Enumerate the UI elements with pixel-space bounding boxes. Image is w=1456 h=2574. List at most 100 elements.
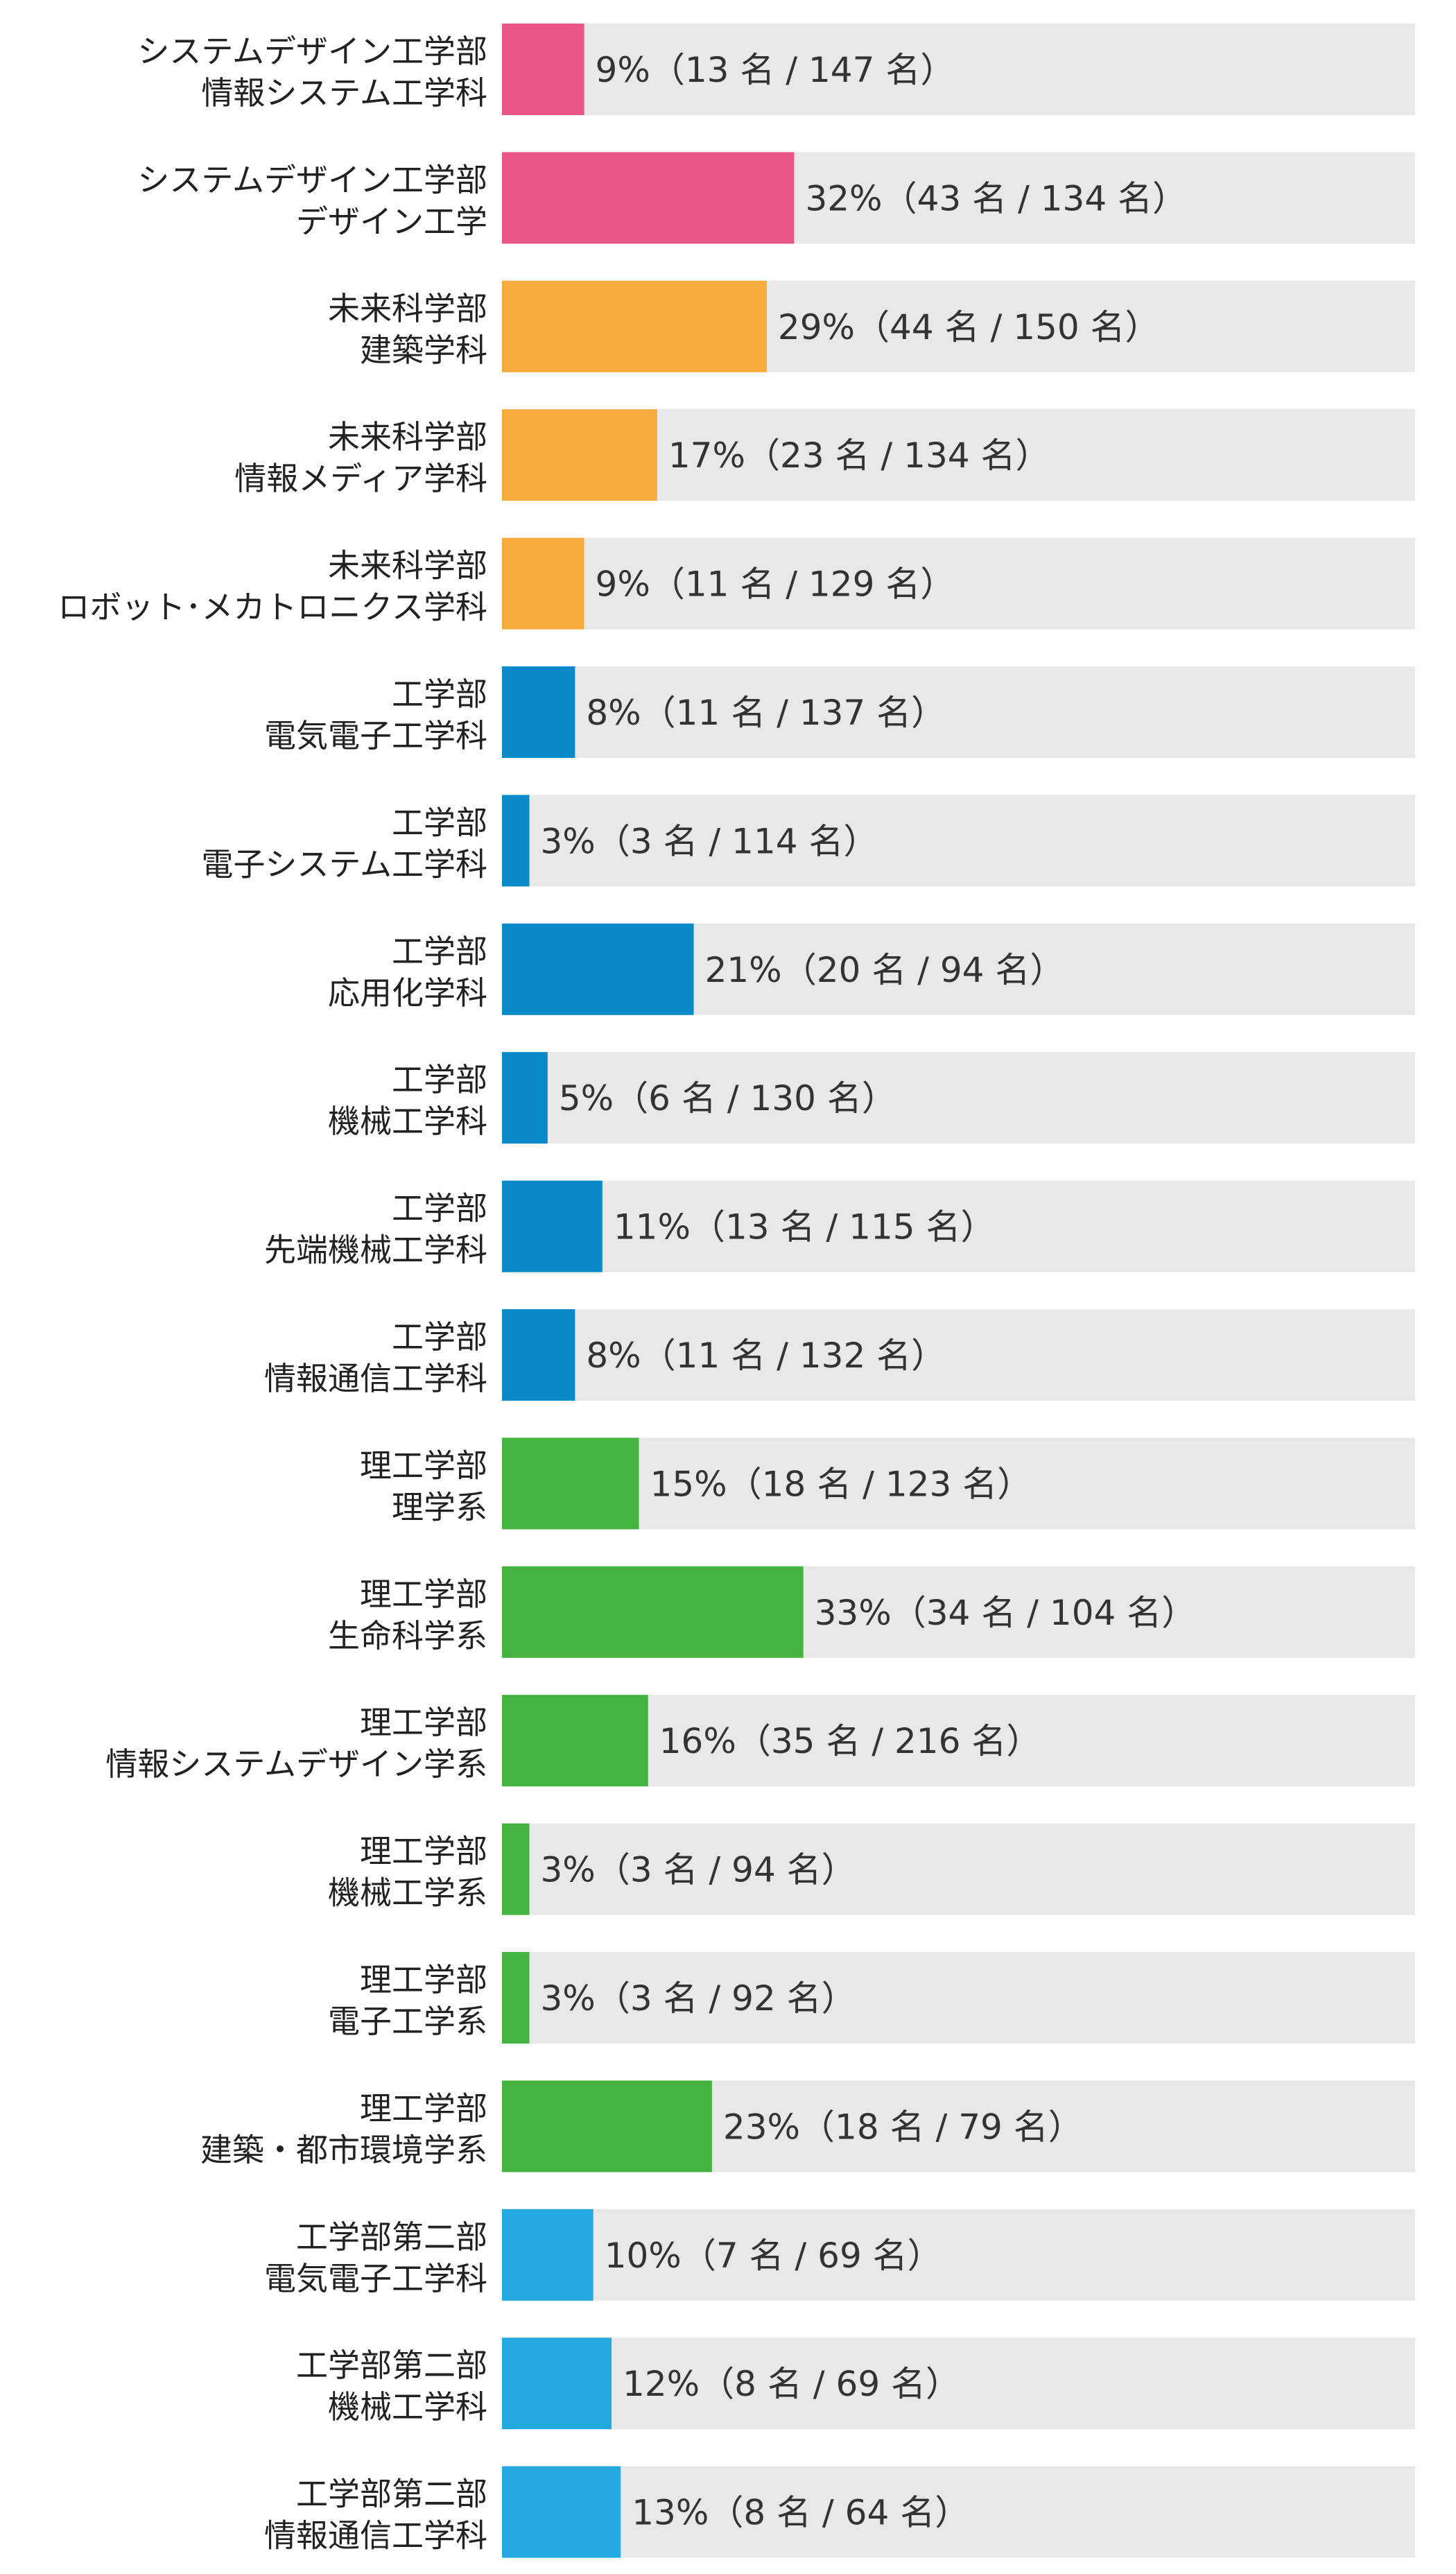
category-label-department: 建築学科 (360, 331, 487, 369)
bar (502, 923, 694, 1015)
category-label-faculty: 理工学部 (360, 1575, 487, 1613)
category-label-department: 情報通信工学科 (264, 1360, 487, 1397)
category-label-department: 応用化学科 (328, 974, 487, 1012)
data-label: 21%（20 名 / 94 名） (705, 950, 1065, 990)
data-label: 11%（13 名 / 115 名） (614, 1207, 996, 1247)
category-label-faculty: 工学部 (392, 933, 487, 970)
bar (502, 1309, 575, 1401)
bar (502, 1695, 648, 1787)
category-label-faculty: 工学部 (392, 804, 487, 841)
bar (502, 537, 584, 630)
bar-track (502, 1309, 1415, 1401)
bar (502, 1566, 804, 1658)
category-label-faculty: 工学部第二部 (296, 2476, 487, 2513)
category-label-department: 情報メディア学科 (234, 460, 487, 497)
category-label-department: 電子工学系 (328, 2003, 487, 2040)
bar (502, 1952, 530, 2044)
bar (502, 1052, 548, 1144)
category-label-department: 電気電子工学科 (264, 717, 487, 754)
data-label: 17%（23 名 / 134 名） (668, 435, 1050, 476)
data-label: 9%（13 名 / 147 名） (596, 50, 955, 90)
data-label: 8%（11 名 / 132 名） (586, 1336, 946, 1376)
category-label-department: 理学系 (392, 1488, 487, 1526)
category-label-faculty: 工学部 (392, 1061, 487, 1098)
bar-track (502, 2338, 1415, 2430)
category-label-department: ロボット･メカトロニクス学科 (58, 589, 487, 626)
bar-track (502, 1180, 1415, 1272)
bar-track (502, 1052, 1415, 1144)
bar (502, 2080, 712, 2173)
bar (502, 152, 795, 244)
data-label: 8%（11 名 / 137 名） (586, 693, 946, 733)
bar-track (502, 24, 1415, 115)
bar (502, 1437, 639, 1530)
category-label-faculty: 理工学部 (360, 1446, 487, 1484)
category-label-faculty: 工学部第二部 (296, 2218, 487, 2256)
category-label-department: 先端機械工学科 (264, 1232, 487, 1269)
data-label: 23%（18 名 / 79 名） (723, 2107, 1083, 2147)
data-label: 3%（3 名 / 92 名） (541, 1978, 856, 2019)
category-label-department: 機械工学科 (328, 1103, 487, 1140)
category-label-department: 生命科学系 (328, 1617, 487, 1655)
category-label-faculty: 工学部 (392, 1318, 487, 1356)
category-label-faculty: 理工学部 (360, 2089, 487, 2127)
bar (502, 2338, 612, 2430)
category-label-department: 情報通信工学科 (264, 2517, 487, 2555)
bar-track (502, 2209, 1415, 2301)
bar (502, 1823, 530, 1915)
data-label: 12%（8 名 / 69 名） (623, 2364, 960, 2404)
data-label: 5%（6 名 / 130 名） (559, 1078, 896, 1118)
category-label-faculty: 未来科学部 (328, 418, 487, 456)
data-label: 10%（7 名 / 69 名） (605, 2236, 942, 2276)
category-label-department: 電子システム工学科 (201, 845, 487, 883)
bar-track (502, 537, 1415, 630)
data-label: 3%（3 名 / 114 名） (541, 821, 878, 861)
category-label-faculty: 理工学部 (360, 1961, 487, 1998)
category-label-faculty: 理工学部 (360, 1704, 487, 1741)
data-label: 33%（34 名 / 104 名） (815, 1593, 1197, 1633)
data-label: 9%（11 名 / 129 名） (596, 564, 955, 605)
data-label: 29%（44 名 / 150 名） (778, 307, 1160, 347)
category-label-faculty: 未来科学部 (328, 547, 487, 585)
category-label-department: 機械工学科 (328, 2388, 487, 2426)
category-label-faculty: 工学部 (392, 675, 487, 713)
bar-track (502, 795, 1415, 887)
bar-track (502, 666, 1415, 758)
category-label-department: 機械工学系 (328, 1874, 487, 1912)
bar-track (502, 2466, 1415, 2558)
bar (502, 280, 767, 372)
bar (502, 666, 575, 758)
bar (502, 24, 584, 115)
bar-track (502, 1695, 1415, 1787)
category-label-department: 情報システムデザイン学系 (105, 1745, 487, 1783)
category-label-department: 情報システム工学科 (201, 74, 487, 112)
category-label-faculty: システムデザイン工学部 (137, 33, 487, 70)
category-label-faculty: 未来科学部 (328, 290, 487, 327)
category-label-faculty: 工学部 (392, 1190, 487, 1227)
bar (502, 2209, 593, 2301)
data-label: 3%（3 名 / 94 名） (541, 1850, 856, 1890)
bar (502, 795, 530, 887)
bar (502, 409, 657, 501)
category-label-faculty: 理工学部 (360, 1833, 487, 1870)
category-label-department: デザイン工学 (296, 202, 487, 240)
data-label: 15%（18 名 / 123 名） (650, 1464, 1032, 1504)
category-label-faculty: 工学部第二部 (296, 2347, 487, 2384)
